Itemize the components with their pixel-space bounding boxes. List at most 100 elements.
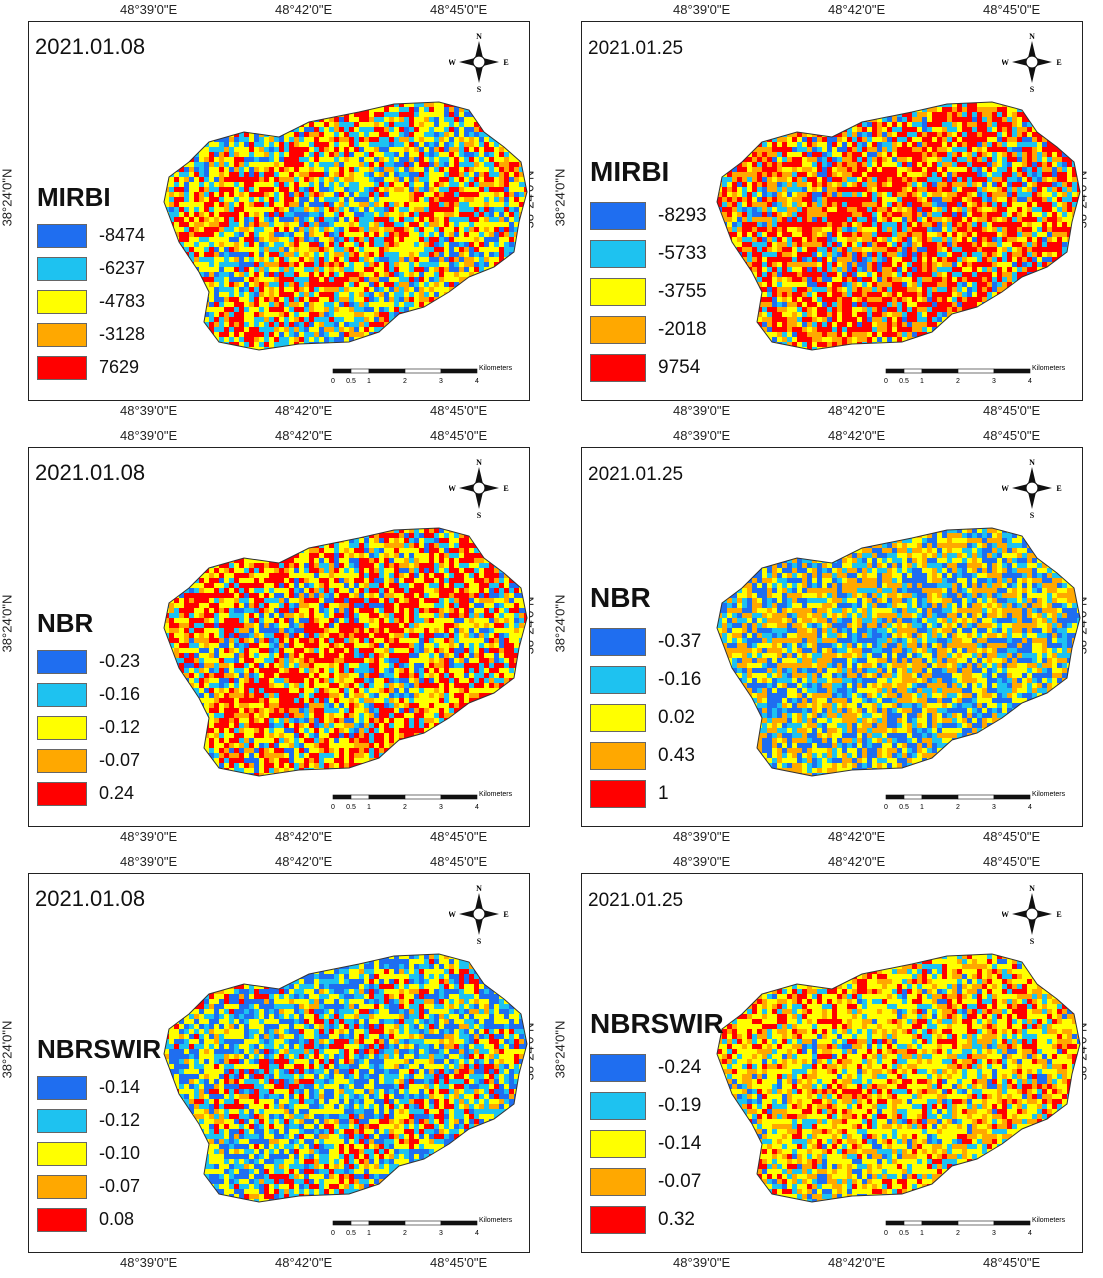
scale-unit-label: Kilometers [479, 791, 513, 798]
burn-index-map [702, 92, 1082, 362]
scale-tick-label: 2 [403, 804, 407, 811]
legend-value: -0.23 [99, 651, 140, 672]
legend-swatch [37, 257, 87, 281]
compass: NSEW [1002, 457, 1062, 519]
scale-tick-label: 3 [992, 804, 996, 811]
legend-title: NBR [590, 582, 651, 614]
map-area [702, 92, 1082, 362]
longitude-label-bottom: 48°42'0"E [275, 1255, 332, 1270]
compass-w-label: W [1002, 910, 1009, 919]
scale-unit-label: Kilometers [1032, 791, 1066, 798]
scale-tick-label: 0 [331, 1230, 335, 1237]
legend-swatch [590, 1054, 646, 1082]
burn-index-map [702, 518, 1082, 788]
compass-e-label: E [1056, 58, 1061, 67]
burn-index-map [149, 518, 529, 788]
legend-swatch [590, 742, 646, 770]
longitude-label-bottom: 48°39'0"E [673, 829, 730, 844]
legend-swatch [37, 1175, 87, 1199]
longitude-label-top: 48°39'0"E [120, 2, 177, 17]
longitude-label-bottom: 48°42'0"E [828, 1255, 885, 1270]
classified-raster [702, 944, 1082, 1214]
longitude-label-bottom: 48°42'0"E [275, 829, 332, 844]
scale-tick-label: 4 [1028, 378, 1032, 385]
scale-tick-label: 4 [475, 804, 479, 811]
date-label: 2021.01.25 [588, 38, 683, 60]
legend-value: -0.14 [99, 1077, 140, 1098]
scale-tick-label: 1 [920, 1230, 924, 1237]
longitude-label-top: 48°45'0"E [983, 854, 1040, 869]
map-frame: 2021.01.08NSEWMIRBI-8474-6237-4783-31287… [28, 21, 530, 401]
scale-tick-label: 4 [1028, 804, 1032, 811]
legend-value: -0.37 [658, 631, 701, 653]
legend-value: -0.24 [658, 1057, 701, 1079]
longitude-label-bottom: 48°42'0"E [275, 403, 332, 418]
compass: NSEW [449, 883, 509, 945]
date-label: 2021.01.08 [35, 460, 145, 486]
legend-value: -0.14 [658, 1133, 701, 1155]
legend-value: -0.07 [99, 1176, 140, 1197]
compass: NSEW [449, 457, 509, 519]
compass-n-label: N [1029, 884, 1035, 893]
compass-e-label: E [1056, 910, 1061, 919]
legend-swatch [590, 202, 646, 230]
compass-s-label: S [477, 511, 482, 519]
map-area [149, 518, 529, 788]
latitude-label-left: 38°24'0"N [552, 595, 567, 653]
scale-tick-label: 2 [403, 1230, 407, 1237]
longitude-label-bottom: 48°39'0"E [673, 1255, 730, 1270]
compass-s-label: S [477, 937, 482, 945]
scale-unit-label: Kilometers [1032, 1217, 1066, 1224]
longitude-label-top: 48°39'0"E [673, 2, 730, 17]
compass-s-label: S [477, 85, 482, 93]
date-label: 2021.01.25 [588, 890, 683, 912]
classified-raster [149, 92, 529, 362]
longitude-label-top: 48°39'0"E [673, 854, 730, 869]
legend-swatch [590, 1130, 646, 1158]
legend-swatch [590, 1092, 646, 1120]
compass-n-label: N [476, 884, 482, 893]
compass-rose-icon: NSEW [1002, 883, 1062, 945]
legend-swatch [37, 683, 87, 707]
longitude-label-bottom: 48°42'0"E [828, 403, 885, 418]
longitude-label-bottom: 48°45'0"E [430, 829, 487, 844]
scale-tick-label: 0 [884, 1230, 888, 1237]
legend-swatch [590, 666, 646, 694]
map-frame: 2021.01.25NSEWMIRBI-8293-5733-3755-20189… [581, 21, 1083, 401]
longitude-label-top: 48°42'0"E [828, 854, 885, 869]
map-area [149, 944, 529, 1214]
longitude-label-top: 48°45'0"E [983, 428, 1040, 443]
compass-w-label: W [1002, 484, 1009, 493]
legend-value: 0.08 [99, 1209, 134, 1230]
compass-e-label: E [1056, 484, 1061, 493]
legend-swatch [37, 290, 87, 314]
classified-raster [149, 944, 529, 1214]
latitude-label-left: 38°24'0"N [552, 1021, 567, 1079]
legend-value: -0.16 [658, 669, 701, 691]
longitude-label-top: 48°45'0"E [430, 2, 487, 17]
latitude-label-left: 38°24'0"N [0, 595, 14, 653]
longitude-label-top: 48°39'0"E [120, 854, 177, 869]
scale-tick-label: 0.5 [346, 378, 356, 385]
scale-tick-label: 0.5 [346, 804, 356, 811]
legend-swatch [37, 650, 87, 674]
legend-swatch [37, 356, 87, 380]
scale-tick-label: 0 [331, 378, 335, 385]
legend-title: MIRBI [590, 156, 669, 188]
legend-value: -4783 [99, 291, 145, 312]
compass-rose-icon: NSEW [1002, 31, 1062, 93]
compass-rose-icon: NSEW [449, 883, 509, 945]
legend-title: MIRBI [37, 182, 111, 213]
legend-swatch [37, 716, 87, 740]
longitude-label-bottom: 48°45'0"E [983, 829, 1040, 844]
legend-title: NBRSWIR [590, 1008, 724, 1040]
scale-tick-label: 1 [920, 378, 924, 385]
longitude-label-top: 48°42'0"E [275, 428, 332, 443]
compass-n-label: N [476, 458, 482, 467]
